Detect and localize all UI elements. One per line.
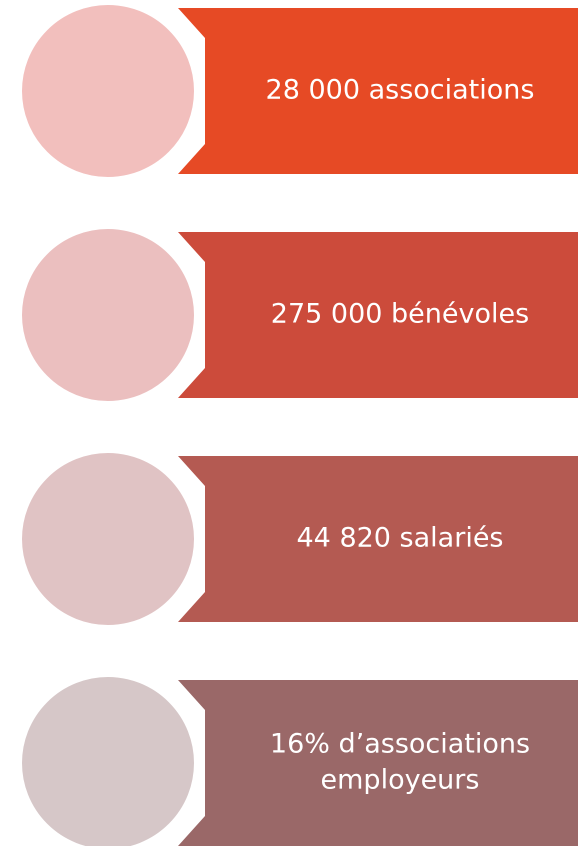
item-label: employeurs — [321, 765, 480, 796]
circle — [20, 675, 196, 846]
banner — [178, 456, 578, 622]
item-label: 44 820 salariés — [297, 523, 504, 554]
item-label: 16% d’associations — [270, 729, 530, 760]
banner — [178, 232, 578, 398]
circle — [20, 3, 196, 179]
item-label: 275 000 bénévoles — [271, 299, 529, 330]
circle — [20, 451, 196, 627]
circle — [20, 227, 196, 403]
banner — [178, 8, 578, 174]
banner — [178, 680, 578, 846]
item-label: 28 000 associations — [266, 75, 535, 106]
